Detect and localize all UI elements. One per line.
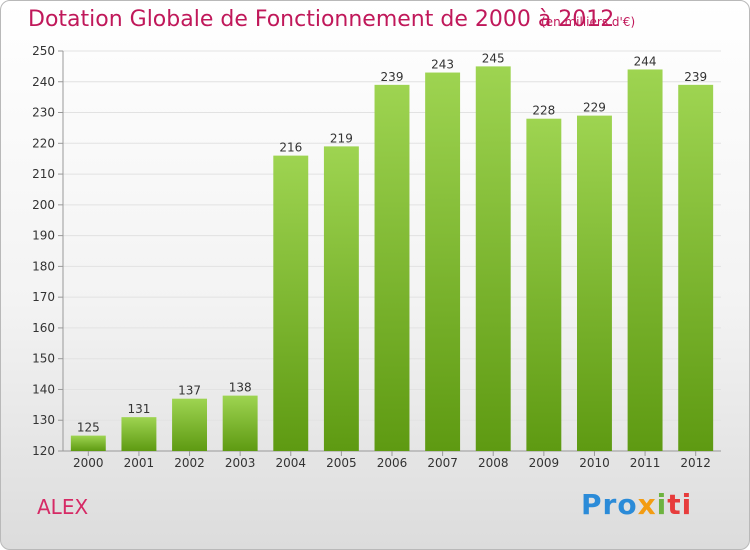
value-label: 216 <box>279 141 302 155</box>
bar <box>475 66 511 451</box>
x-tick-label: 2011 <box>630 456 661 470</box>
y-tick-label: 220 <box>32 136 55 150</box>
x-tick-label: 2002 <box>174 456 205 470</box>
bar <box>374 84 410 451</box>
x-tick-label: 2012 <box>680 456 711 470</box>
y-tick-label: 230 <box>32 106 55 120</box>
y-tick-label: 160 <box>32 321 55 335</box>
value-label: 239 <box>684 70 707 84</box>
x-tick-label: 2008 <box>478 456 509 470</box>
x-tick-label: 2004 <box>275 456 306 470</box>
chart-title: Dotation Globale de Fonctionnement de 20… <box>28 7 615 32</box>
y-tick-label: 130 <box>32 413 55 427</box>
bar <box>70 435 106 451</box>
value-label: 219 <box>330 131 353 145</box>
value-label: 245 <box>482 51 505 65</box>
y-tick-label: 180 <box>32 259 55 273</box>
unit-note: (en milliers d'€) <box>541 15 636 29</box>
bar <box>576 115 612 451</box>
bar <box>678 84 714 451</box>
commune-name: ALEX <box>37 495 89 519</box>
bar <box>425 72 461 452</box>
y-tick-label: 190 <box>32 229 55 243</box>
proxiti-logo[interactable]: Proxiti <box>581 488 692 521</box>
y-tick-label: 140 <box>32 382 55 396</box>
bar <box>273 155 309 451</box>
y-tick-label: 250 <box>32 44 55 58</box>
logo-part-2: x <box>637 488 657 521</box>
bar <box>627 69 663 451</box>
y-tick-label: 200 <box>32 198 55 212</box>
x-tick-label: 2009 <box>529 456 560 470</box>
y-tick-label: 240 <box>32 75 55 89</box>
bar <box>323 146 359 451</box>
value-label: 125 <box>77 421 100 435</box>
y-tick-label: 120 <box>32 444 55 458</box>
bar <box>222 395 258 451</box>
logo-part-3: i <box>656 488 668 521</box>
logo-part-1: Pro <box>581 488 638 521</box>
value-label: 131 <box>127 402 150 416</box>
x-tick-label: 2000 <box>73 456 104 470</box>
bar <box>172 398 208 451</box>
value-label: 244 <box>634 54 657 68</box>
value-label: 229 <box>583 101 606 115</box>
x-tick-label: 2005 <box>326 456 357 470</box>
x-tick-label: 2010 <box>579 456 610 470</box>
value-label: 239 <box>381 70 404 84</box>
x-tick-label: 2001 <box>124 456 155 470</box>
y-tick-label: 170 <box>32 290 55 304</box>
value-label: 243 <box>431 58 454 72</box>
bar <box>121 417 157 451</box>
bar <box>526 118 562 451</box>
x-tick-label: 2003 <box>225 456 256 470</box>
x-tick-label: 2007 <box>427 456 458 470</box>
value-label: 228 <box>532 104 555 118</box>
logo-part-4: ti <box>667 488 693 521</box>
value-label: 138 <box>229 381 252 395</box>
x-tick-label: 2006 <box>377 456 408 470</box>
value-label: 137 <box>178 384 201 398</box>
y-tick-label: 210 <box>32 167 55 181</box>
y-tick-label: 150 <box>32 352 55 366</box>
